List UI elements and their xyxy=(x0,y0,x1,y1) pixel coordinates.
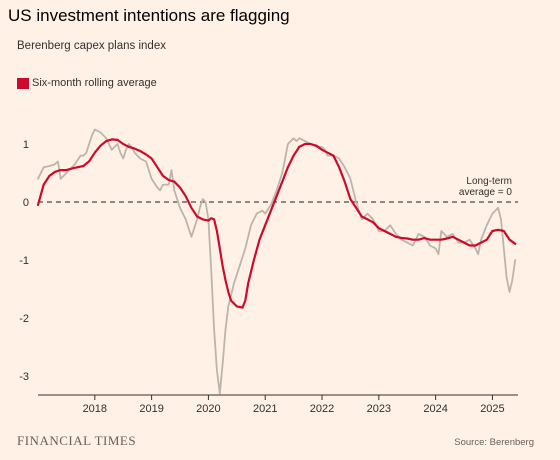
y-axis: 1 0 -1 -2 -3 xyxy=(19,139,29,383)
x-tick-label: 2018 xyxy=(83,403,107,415)
series-group xyxy=(36,128,517,395)
y-tick-label: -2 xyxy=(19,313,29,325)
x-axis: 2018 2019 2020 2021 2022 2023 2024 2025 xyxy=(38,394,518,415)
chart-title: US investment intentions are flagging xyxy=(8,6,290,25)
series-line-rolling-average xyxy=(36,138,517,309)
y-tick-label: 1 xyxy=(23,139,29,151)
chart-subtitle: Berenberg capex plans index xyxy=(17,40,166,52)
y-tick-label: 0 xyxy=(23,197,29,209)
source-note: Source: Berenberg xyxy=(454,437,534,448)
annotation-line-2: average = 0 xyxy=(459,187,513,198)
ft-logo: FINANCIAL TIMES xyxy=(17,433,137,448)
annotation-line-1: Long-term xyxy=(466,176,512,187)
x-tick-label: 2020 xyxy=(196,403,220,415)
legend-swatch xyxy=(17,77,29,89)
x-tick-label: 2022 xyxy=(310,403,334,415)
legend-label: Six-month rolling average xyxy=(32,77,157,89)
legend: Six-month rolling average xyxy=(17,77,157,89)
y-tick-label: -1 xyxy=(19,255,29,267)
y-tick-label: -3 xyxy=(19,371,29,383)
x-tick-label: 2023 xyxy=(367,403,391,415)
series-line-monthly-index xyxy=(37,128,517,395)
x-tick-label: 2021 xyxy=(253,403,277,415)
x-tick-label: 2024 xyxy=(423,403,447,415)
x-tick-label: 2025 xyxy=(480,403,504,415)
x-tick-label: 2019 xyxy=(139,403,163,415)
